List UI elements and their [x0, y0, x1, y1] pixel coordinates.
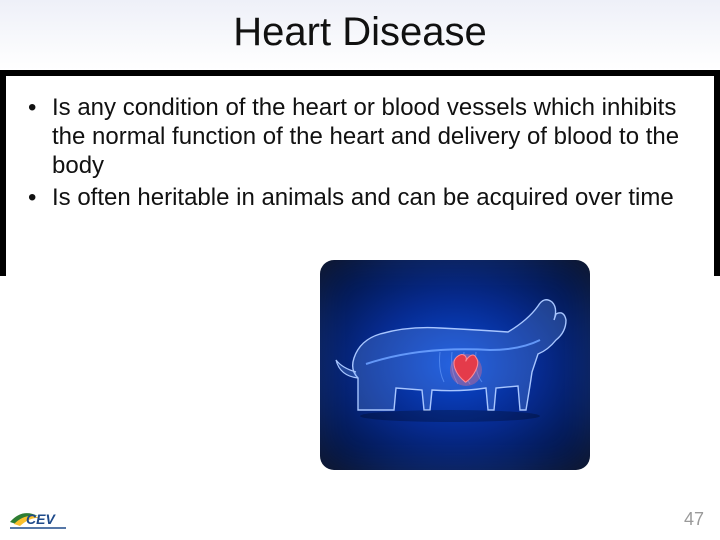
ground-shadow	[360, 410, 540, 422]
svg-text:CEV: CEV	[26, 511, 56, 527]
content-area: Is any condition of the heart or blood v…	[0, 76, 720, 213]
slide: Heart Disease Is any condition of the he…	[0, 0, 720, 540]
dog-anatomy-illustration	[320, 260, 590, 470]
bullet-item: Is often heritable in animals and can be…	[28, 184, 692, 213]
side-strip-right	[714, 76, 720, 276]
page-number: 47	[684, 509, 704, 530]
slide-title: Heart Disease	[0, 10, 720, 55]
cev-logo: CEV	[8, 504, 68, 534]
bullet-list: Is any condition of the heart or blood v…	[28, 94, 692, 213]
title-band: Heart Disease	[0, 0, 720, 70]
side-strip-left	[0, 76, 6, 276]
bullet-item: Is any condition of the heart or blood v…	[28, 94, 692, 180]
